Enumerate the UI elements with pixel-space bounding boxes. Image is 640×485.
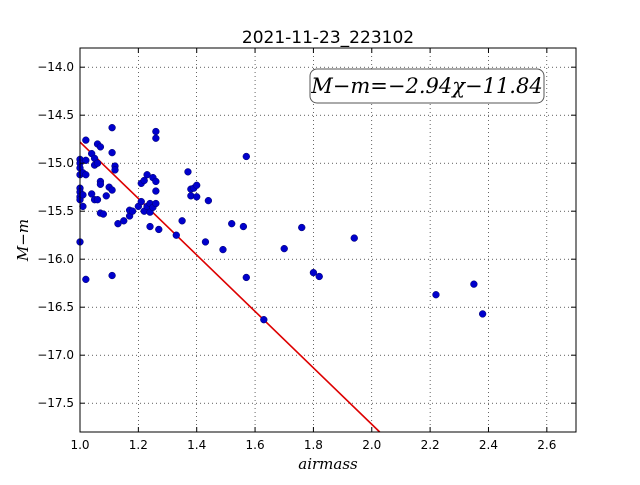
data-point: [79, 202, 87, 211]
data-point: [96, 143, 105, 151]
data-point: [88, 190, 96, 198]
data-point: [82, 275, 90, 284]
data-point: [350, 234, 358, 242]
data-point: [432, 291, 440, 299]
data-point: [155, 225, 163, 234]
data-point: [114, 220, 122, 228]
x-tick-label: 1.2: [129, 438, 148, 452]
grid: [79, 48, 576, 432]
y-axis-label: M−m: [14, 219, 32, 262]
data-point: [108, 186, 116, 194]
x-tick-label: 2.2: [421, 438, 440, 452]
axis-ticks: 1.0 1.2 1.4 1.6 1.8 2.0 2.2 2.4 2.6 −14.0 −14.5 −15…: [37, 48, 576, 452]
data-point: [219, 245, 227, 254]
data-point: [204, 196, 213, 205]
x-tick-label: 1.6: [246, 438, 265, 452]
data-point: [128, 207, 137, 215]
annotation-box: [309, 68, 545, 104]
data-point: [152, 127, 160, 136]
data-point: [93, 159, 102, 167]
chart-title: 2021-11-23_223102: [242, 28, 414, 48]
data-point: [309, 268, 318, 277]
y-tick-label: −16.0: [37, 252, 74, 266]
data-point: [260, 316, 268, 324]
data-points: [76, 124, 487, 324]
data-point: [193, 193, 201, 201]
x-tick-label: 1.8: [304, 438, 323, 452]
y-tick-label: −17.0: [37, 348, 74, 362]
fit-line: [79, 141, 381, 433]
data-point: [478, 310, 487, 318]
y-tick-label: −14.5: [37, 108, 74, 122]
data-point: [108, 271, 116, 280]
data-point: [193, 181, 201, 189]
data-point: [137, 197, 145, 206]
y-tick-label: −14.0: [37, 60, 74, 74]
plot-frame: [79, 47, 577, 433]
x-tick-label: 2.4: [479, 438, 498, 452]
x-tick-label: 2.0: [362, 438, 381, 452]
data-point: [239, 222, 248, 231]
data-point: [143, 171, 151, 179]
data-point: [82, 156, 90, 164]
data-point: [242, 273, 250, 282]
x-tick-label: 1.4: [187, 438, 206, 452]
data-point: [152, 187, 160, 195]
data-point: [93, 196, 102, 204]
x-axis-label: airmass: [298, 455, 358, 473]
data-point: [140, 176, 148, 185]
data-point: [152, 177, 160, 186]
x-tick-label: 2.6: [537, 438, 556, 452]
data-point: [172, 231, 180, 239]
data-point: [146, 222, 154, 231]
x-tick-label: 1.0: [70, 438, 89, 452]
y-tick-label: −17.5: [37, 396, 74, 410]
data-point: [120, 217, 128, 225]
data-point: [280, 244, 288, 253]
data-point: [82, 136, 90, 144]
data-point: [152, 199, 160, 208]
data-point: [108, 124, 116, 132]
data-point: [99, 210, 107, 218]
data-point: [242, 152, 250, 161]
data-point: [82, 171, 90, 179]
data-point: [178, 217, 186, 225]
data-point: [102, 192, 110, 200]
data-point: [79, 191, 87, 199]
y-tick-label: −15.0: [37, 156, 74, 170]
equation-annotation: M−m=−2.94χ−11.84: [309, 68, 545, 104]
data-point: [201, 238, 210, 246]
annotation-text: M−m=−2.94χ−11.84: [310, 74, 542, 98]
data-point: [96, 180, 105, 188]
data-point: [470, 280, 478, 288]
data-point: [111, 166, 119, 174]
y-tick-label: −16.5: [37, 300, 74, 314]
data-point: [228, 220, 236, 228]
data-point: [315, 272, 323, 281]
data-point: [152, 134, 160, 142]
y-tick-label: −15.5: [37, 204, 74, 218]
data-point: [184, 168, 192, 176]
fit-line-layer: [79, 141, 381, 433]
data-point: [108, 148, 116, 157]
data-point: [298, 223, 306, 232]
